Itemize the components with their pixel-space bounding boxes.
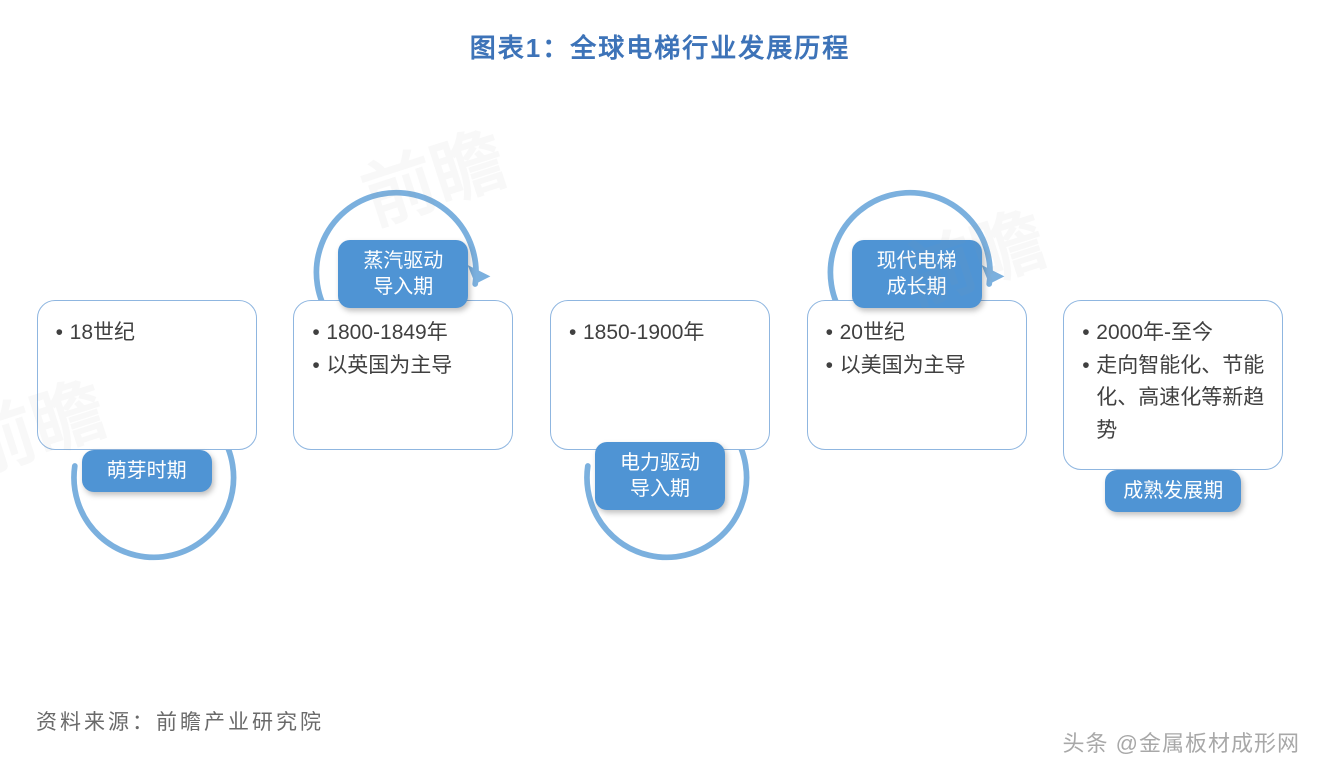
stage-bullet: 以美国为主导 bbox=[826, 350, 1008, 383]
stage-badge: 蒸汽驱动 导入期 bbox=[338, 240, 468, 308]
stage-card: 20世纪以美国为主导 bbox=[807, 300, 1027, 450]
stage: 20世纪以美国为主导现代电梯 成长期 bbox=[807, 300, 1027, 450]
stage-card: 18世纪 bbox=[37, 300, 257, 450]
stage-bullet: 以英国为主导 bbox=[312, 350, 494, 383]
stage-bullet: 1800-1849年 bbox=[312, 317, 494, 350]
flowchart: 18世纪萌芽时期1800-1849年以英国为主导蒸汽驱动 导入期1850-190… bbox=[0, 300, 1320, 470]
chart-title: 图表1：全球电梯行业发展历程 bbox=[0, 0, 1320, 65]
stage-card: 1850-1900年 bbox=[550, 300, 770, 450]
stage-badge: 现代电梯 成长期 bbox=[852, 240, 982, 308]
stage-bullet: 1850-1900年 bbox=[569, 317, 751, 350]
source-label: 资料来源：前瞻产业研究院 bbox=[36, 706, 324, 736]
stage-bullet: 走向智能化、节能化、高速化等新趋势 bbox=[1082, 350, 1264, 448]
stage-badge: 萌芽时期 bbox=[82, 450, 212, 492]
stage-badge: 电力驱动 导入期 bbox=[595, 442, 725, 510]
stage-badge: 成熟发展期 bbox=[1105, 470, 1241, 512]
stage: 18世纪萌芽时期 bbox=[37, 300, 257, 450]
stage-bullet: 20世纪 bbox=[826, 317, 1008, 350]
stage-bullet: 2000年-至今 bbox=[1082, 317, 1264, 350]
attribution-label: 头条 @金属板材成形网 bbox=[1063, 726, 1300, 758]
stage-card: 2000年-至今走向智能化、节能化、高速化等新趋势 bbox=[1063, 300, 1283, 470]
stage: 1800-1849年以英国为主导蒸汽驱动 导入期 bbox=[293, 300, 513, 450]
stage: 1850-1900年电力驱动 导入期 bbox=[550, 300, 770, 450]
stage: 2000年-至今走向智能化、节能化、高速化等新趋势成熟发展期 bbox=[1063, 300, 1283, 470]
stage-card: 1800-1849年以英国为主导 bbox=[293, 300, 513, 450]
watermark: 前瞻 bbox=[347, 100, 516, 244]
stage-bullet: 18世纪 bbox=[56, 317, 238, 350]
